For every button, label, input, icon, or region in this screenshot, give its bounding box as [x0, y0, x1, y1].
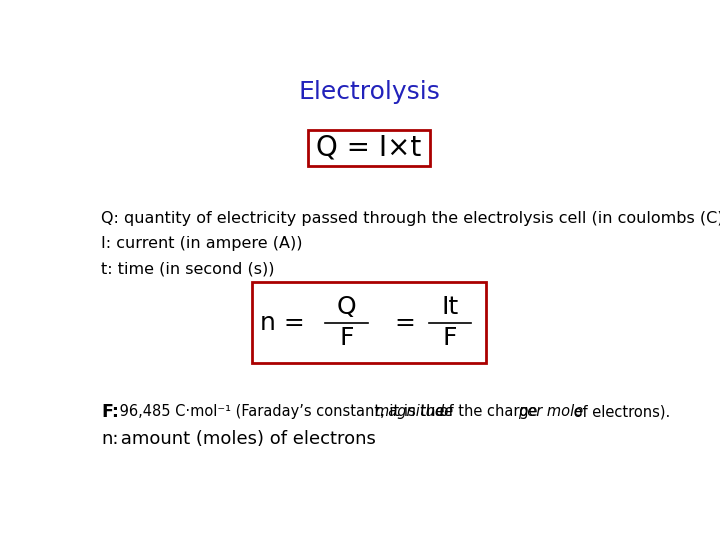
- Text: n:: n:: [101, 430, 119, 448]
- Text: per mole: per mole: [518, 404, 584, 420]
- Text: Q = I×t: Q = I×t: [316, 134, 422, 162]
- Text: F: F: [443, 326, 457, 350]
- Text: Q: quantity of electricity passed through the electrolysis cell (in coulombs (C): Q: quantity of electricity passed throug…: [101, 211, 720, 226]
- Text: =: =: [395, 310, 415, 335]
- Text: Q: Q: [337, 295, 356, 319]
- Text: F:: F:: [101, 403, 120, 421]
- Text: 96,485 C·mol⁻¹ (Faraday’s constant, it is the: 96,485 C·mol⁻¹ (Faraday’s constant, it i…: [115, 404, 449, 420]
- Text: of the charge: of the charge: [436, 404, 542, 420]
- Text: n =: n =: [260, 310, 305, 335]
- Text: magnitude: magnitude: [374, 404, 453, 420]
- FancyBboxPatch shape: [252, 282, 486, 363]
- Text: F: F: [339, 326, 354, 350]
- FancyBboxPatch shape: [307, 130, 431, 166]
- Text: It: It: [441, 295, 459, 319]
- Text: Electrolysis: Electrolysis: [298, 80, 440, 104]
- Text: t: time (in second (s)): t: time (in second (s)): [101, 261, 274, 276]
- Text: of electrons).: of electrons).: [569, 404, 670, 420]
- Text: amount (moles) of electrons: amount (moles) of electrons: [114, 430, 376, 448]
- Text: I: current (in ampere (A)): I: current (in ampere (A)): [101, 236, 302, 251]
